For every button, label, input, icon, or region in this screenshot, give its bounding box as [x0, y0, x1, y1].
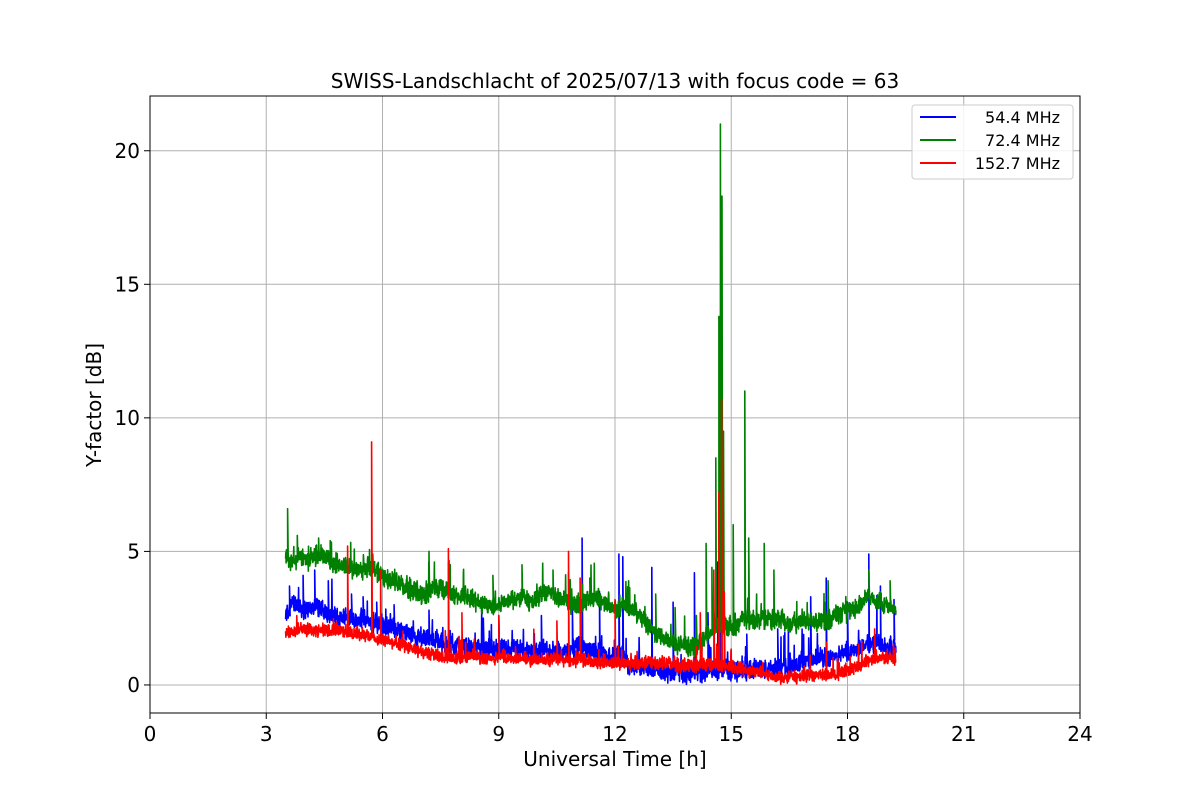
- series-lines: [284, 123, 897, 686]
- x-tick-label: 3: [260, 722, 273, 746]
- chart-title: SWISS-Landschlacht of 2025/07/13 with fo…: [331, 69, 899, 93]
- series-line-2: [284, 123, 897, 658]
- x-axis-label: Universal Time [h]: [523, 747, 706, 771]
- legend-entry: 72.4 MHz: [985, 131, 1060, 150]
- legend-entry: 152.7 MHz: [975, 154, 1060, 173]
- series-line-3: [284, 398, 897, 686]
- series-line-1: [284, 537, 897, 686]
- x-tick-label: 9: [492, 722, 505, 746]
- legend-entry: 54.4 MHz: [985, 108, 1060, 127]
- x-tick-label: 0: [144, 722, 157, 746]
- x-tick-label: 18: [835, 722, 860, 746]
- x-tick-label: 24: [1067, 722, 1092, 746]
- y-axis-label: Y-factor [dB]: [82, 343, 106, 468]
- y-tick-label: 5: [127, 539, 140, 563]
- y-tick-label: 10: [115, 406, 140, 430]
- x-tick-label: 15: [719, 722, 744, 746]
- x-tick-label: 6: [376, 722, 389, 746]
- x-tick-label: 21: [951, 722, 976, 746]
- y-tick-label: 15: [115, 272, 140, 296]
- x-tick-label: 12: [602, 722, 627, 746]
- axis-ticks: 0 3 6 9 12 15 18 21 24 0 5 10 15 20: [115, 139, 1093, 746]
- legend: 54.4 MHz 72.4 MHz 152.7 MHz: [911, 104, 1074, 180]
- legend-box: [911, 104, 1074, 180]
- y-tick-label: 0: [127, 673, 140, 697]
- y-tick-label: 20: [115, 139, 140, 163]
